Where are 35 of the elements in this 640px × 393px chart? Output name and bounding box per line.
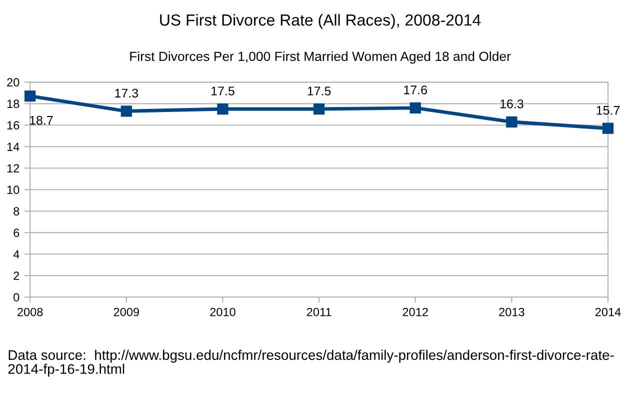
point	[313, 103, 325, 115]
chart-title: US First Divorce Rate (All Races), 2008-2014	[160, 14, 481, 29]
chart-subtitle: First Divorces Per 1,000 First Married Women Aged 18 and Older	[130, 51, 511, 64]
x-tick-label: 2011	[306, 308, 332, 316]
point	[410, 102, 421, 114]
x-tick-label: 2010	[210, 308, 236, 316]
data-label: 17.6	[404, 86, 427, 94]
x-tick-label: 2014	[595, 308, 621, 316]
y-tick-label: 2	[14, 272, 20, 280]
point	[217, 103, 228, 115]
y-tick-label: 12	[7, 164, 20, 172]
point	[120, 106, 132, 117]
y-tick-label: 10	[7, 186, 20, 194]
data-label: 18.7	[30, 116, 53, 125]
x-tick-label: 2012	[402, 308, 428, 316]
x-tick-label: 2008	[18, 308, 43, 316]
data-label: 17.5	[212, 86, 234, 96]
y-tick-label: 20	[7, 78, 20, 87]
data-label: 15.7	[596, 106, 620, 115]
x-tick-label: 2013	[499, 308, 524, 316]
y-tick-label: 18	[7, 100, 20, 108]
x-tick-label: 2009	[114, 308, 139, 316]
y-tick-label: 14	[7, 142, 20, 151]
source-note: Data source: http://www.bgsu.edu/ncfmr/resources/data/family-profiles/anderson-first-divorce-rate-2014-fp-16-19.html	[8, 350, 614, 377]
data-label: 17.3	[115, 88, 138, 98]
y-tick-label: 6	[14, 228, 20, 238]
data-label: 17.5	[308, 86, 331, 96]
point	[24, 90, 36, 102]
y-tick-label: 0	[14, 293, 20, 302]
y-tick-label: 8	[14, 207, 20, 216]
y-tick-label: 4	[13, 250, 20, 258]
point	[602, 122, 614, 134]
data-label: 16.3	[500, 99, 524, 108]
point	[506, 116, 518, 128]
y-tick-label: 16	[7, 121, 20, 130]
